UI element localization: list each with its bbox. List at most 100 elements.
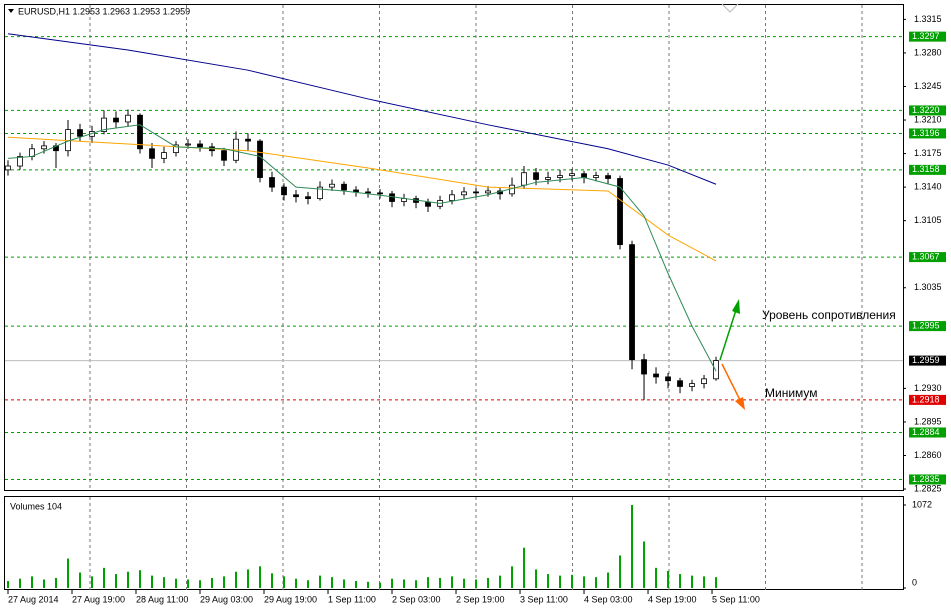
- y-tick-label: 1.2895: [914, 416, 942, 426]
- volume-bar: [127, 571, 130, 588]
- level-label-box: [909, 105, 946, 116]
- x-tick-label: 1 Sep 11:00: [328, 594, 376, 604]
- annotation: Уровень сопротивления: [762, 308, 896, 322]
- level-label-box: [909, 31, 946, 42]
- candle-body: [245, 138, 251, 142]
- menu-triangle[interactable]: [8, 9, 14, 13]
- x-tick-label: 28 Aug 11:00: [136, 594, 188, 604]
- candle-body: [101, 117, 107, 132]
- volume-bar: [571, 574, 574, 588]
- y-tick-label: 1.3035: [914, 282, 942, 292]
- candle-body: [581, 173, 587, 178]
- volume-bar: [31, 576, 34, 588]
- candle-body: [689, 383, 695, 387]
- y-tick-label: 1.2930: [914, 383, 942, 393]
- annotation: Минимум: [765, 386, 818, 400]
- volume-bar: [463, 578, 466, 588]
- volume-bar: [583, 576, 586, 588]
- y-tick-label: 1.3245: [914, 81, 942, 91]
- volume-bar: [607, 572, 610, 588]
- price-pane: [4, 4, 904, 491]
- level-label: 1.3196: [912, 128, 940, 138]
- volume-bar: [595, 577, 598, 588]
- candle-body: [461, 191, 467, 196]
- level-label: 1.3220: [912, 105, 940, 115]
- volume-bar: [259, 566, 262, 588]
- x-tick-label: 29 Aug 19:00: [264, 594, 317, 604]
- candle-body: [629, 244, 635, 361]
- volume-bar: [271, 573, 274, 588]
- level-label: 1.2835: [912, 474, 940, 484]
- volume-bar: [43, 579, 46, 588]
- volume-bar: [115, 574, 118, 588]
- down-arrow: [721, 363, 741, 401]
- level-label: 1.2959: [912, 355, 940, 365]
- volume-pane: [4, 496, 904, 590]
- volume-bar: [67, 558, 70, 588]
- candle-body: [149, 148, 155, 159]
- candle-body: [137, 114, 143, 150]
- scroll-marker: [721, 3, 739, 13]
- chart-title: EURUSD,H1 1.2953 1.2963 1.2953 1.2959: [18, 6, 190, 16]
- volume-bar: [379, 582, 382, 588]
- volume-bar: [691, 575, 694, 588]
- volume-bar: [331, 577, 334, 588]
- candle-body: [125, 114, 131, 123]
- volume-bar: [631, 504, 634, 588]
- candle-body: [173, 144, 179, 154]
- candle-body: [185, 143, 191, 146]
- volume-bar: [247, 569, 250, 588]
- up-arrow-head: [732, 299, 740, 314]
- candle-body: [473, 191, 479, 194]
- volume-title: Volumes 104: [10, 501, 62, 511]
- y-tick-label: 1.2860: [914, 450, 942, 460]
- volume-bar: [175, 578, 178, 588]
- volume-bar: [499, 575, 502, 588]
- volume-bar: [19, 578, 22, 588]
- volume-bar: [703, 576, 706, 588]
- volume-bar: [403, 579, 406, 588]
- volume-bar: [619, 555, 622, 588]
- level-label-box: [909, 474, 946, 485]
- candle-body: [449, 194, 455, 201]
- x-tick-label: 27 Aug 2014: [8, 594, 59, 604]
- volume-bar: [103, 567, 106, 588]
- candle-body: [269, 177, 275, 188]
- ma-line: [7, 33, 717, 185]
- volume-bar: [7, 581, 10, 588]
- candle-body: [77, 129, 83, 137]
- candle-body: [641, 359, 647, 375]
- volume-bar: [139, 570, 142, 588]
- volume-bar: [343, 579, 346, 588]
- candle-body: [557, 175, 563, 178]
- volume-tick-label: 0: [912, 577, 917, 587]
- volume-bar: [655, 567, 658, 588]
- volume-bar: [367, 581, 370, 588]
- volume-bar: [163, 577, 166, 588]
- candle-body: [365, 191, 371, 194]
- candle-body: [425, 202, 431, 207]
- candle-body: [377, 192, 383, 195]
- level-label: 1.3158: [912, 164, 940, 174]
- candle-body: [293, 194, 299, 198]
- ma-line: [7, 124, 717, 372]
- x-tick-label: 5 Sep 11:00: [712, 594, 760, 604]
- y-tick-label: 1.3140: [914, 181, 942, 191]
- level-label-box: [909, 321, 946, 332]
- level-label: 1.3067: [912, 251, 940, 261]
- volume-bar: [667, 570, 670, 588]
- candle-body: [221, 150, 227, 161]
- volume-bar: [415, 580, 418, 588]
- candle-body: [257, 140, 263, 178]
- volume-bar: [511, 566, 514, 588]
- level-label: 1.2884: [912, 427, 940, 437]
- volume-bar: [427, 577, 430, 588]
- volume-bar: [487, 577, 490, 588]
- volume-bar: [199, 580, 202, 588]
- x-tick-label: 2 Sep 03:00: [392, 594, 441, 604]
- volume-bar: [55, 577, 58, 588]
- candle-body: [533, 172, 539, 180]
- y-tick-label: 1.3280: [914, 47, 942, 57]
- candle-body: [569, 173, 575, 177]
- level-label-box: [909, 427, 946, 438]
